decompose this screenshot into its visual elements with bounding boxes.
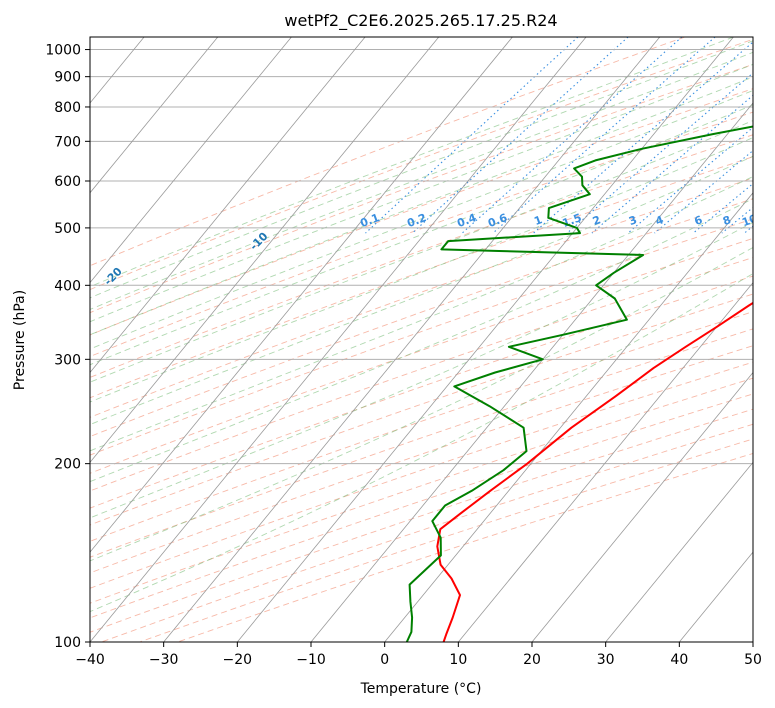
y-tick-label: 700 (54, 134, 81, 150)
moist-adiabat (90, 137, 753, 403)
grid-line-isotherm (752, 641, 753, 642)
grid-line-isotherm (458, 282, 753, 642)
y-tick-label: 1000 (45, 43, 81, 59)
moist-adiabat (90, 273, 753, 613)
dry-adiabat (90, 393, 753, 619)
x-tick-label: −20 (223, 652, 253, 668)
x-tick-label: 30 (597, 652, 615, 668)
mixing-ratio-label: 3 (627, 213, 639, 228)
grid-line-isotherm (90, 37, 366, 374)
mixing-ratio-label: 1 (532, 213, 544, 228)
dry-adiabat (177, 452, 753, 642)
mixing-ratio-line (461, 37, 683, 234)
moist-adiabat (90, 63, 753, 323)
grid-line-isotherm (90, 37, 587, 642)
x-tick-label: −40 (75, 652, 105, 668)
y-tick-label: 900 (54, 70, 81, 86)
plot-frame (89, 36, 754, 643)
profile-lines (405, 125, 753, 642)
x-tick-label: 40 (670, 652, 688, 668)
temperature-line (436, 301, 753, 642)
mixing-ratio-line (692, 182, 753, 234)
grid-line-isotherm (90, 37, 440, 463)
mixing-ratio-label: 1.5 (561, 211, 584, 230)
y-tick-label: 200 (54, 457, 81, 473)
mixing-ratio-label: 2 (591, 213, 603, 228)
grid-line-isotherm (90, 37, 513, 553)
mixing-ratio-label: 13 (768, 212, 775, 229)
chart-title: wetPf2_C2E6.2025.265.17.25.R24 (284, 11, 557, 31)
mixing-ratio-label: 0.2 (405, 211, 428, 230)
mixing-ratio-label: 10 (740, 212, 759, 230)
dry-adiabat (90, 275, 753, 509)
dry-adiabat (90, 361, 753, 589)
x-axis: −40 −30 −20 −10 0 10 20 30 40 50 (75, 642, 762, 668)
dry-adiabat (90, 408, 753, 633)
grid-line-isotherm (237, 37, 734, 642)
mixing-ratio-line (411, 37, 629, 234)
dry-adiabat-label: -20 (102, 265, 125, 288)
grid-line-isotherm (90, 37, 292, 284)
dry-adiabat (90, 37, 686, 267)
dry-adiabat (90, 218, 753, 456)
dry-adiabat (90, 257, 753, 492)
x-tick-label: 20 (523, 652, 541, 668)
dry-adiabat (90, 311, 753, 542)
mixing-ratio-line (744, 225, 753, 234)
mixing-ratio-line (654, 149, 753, 234)
moist-adiabat (90, 76, 753, 336)
isopleth-labels: 0.10.20.40.611.52346810131620253036-100-… (102, 211, 775, 288)
grid-line-isotherm (531, 371, 753, 642)
y-tick-label: 300 (54, 352, 81, 368)
grid-line-isotherm (679, 551, 753, 642)
mixing-ratio-label: 4 (654, 213, 666, 228)
mixing-ratio-line (365, 37, 579, 234)
dry-adiabat (90, 177, 753, 418)
x-tick-label: 50 (744, 652, 762, 668)
y-axis: 100 200 300 400 500 600 700 800 900 1000 (45, 43, 90, 651)
mixing-ratio-label: 0.4 (455, 211, 478, 230)
moist-adiabat (90, 176, 753, 452)
dewpoint-line (405, 125, 753, 642)
y-tick-label: 600 (54, 174, 81, 190)
grid-line-isotherm (605, 461, 753, 642)
dry-adiabat (90, 198, 753, 437)
grid-lines (0, 37, 753, 642)
y-tick-label: 400 (54, 278, 81, 294)
x-tick-label: 0 (380, 652, 389, 668)
x-tick-label: −10 (296, 652, 326, 668)
moist-adiabat (90, 120, 753, 383)
dry-adiabat (90, 38, 753, 291)
mixing-ratio-label: 0.1 (359, 211, 382, 230)
mixing-ratio-line (566, 72, 753, 234)
mixing-ratio-label: 6 (693, 213, 705, 228)
x-tick-label: 10 (449, 652, 467, 668)
background-lines (90, 37, 753, 642)
mixing-ratio-label: 8 (721, 213, 733, 228)
moist-adiabat (90, 155, 753, 426)
grid-line-isotherm (0, 37, 70, 642)
y-tick-label: 100 (54, 635, 81, 651)
moist-adiabat (90, 246, 753, 562)
grid-line-isotherm (310, 102, 753, 642)
grid-line-isotherm (90, 37, 219, 194)
y-tick-label: 800 (54, 100, 81, 116)
grid-line-isotherm (384, 192, 753, 642)
x-axis-label: Temperature (°C) (360, 681, 482, 697)
grid-line-isotherm (163, 37, 661, 642)
y-axis-label: Pressure (hPa) (12, 290, 28, 390)
x-tick-label: −30 (149, 652, 179, 668)
mixing-ratio-line (492, 37, 716, 234)
dry-adiabat-label: -10 (247, 229, 270, 252)
y-tick-label: 500 (54, 221, 81, 237)
mixing-ratio-label: 0.6 (486, 211, 509, 230)
